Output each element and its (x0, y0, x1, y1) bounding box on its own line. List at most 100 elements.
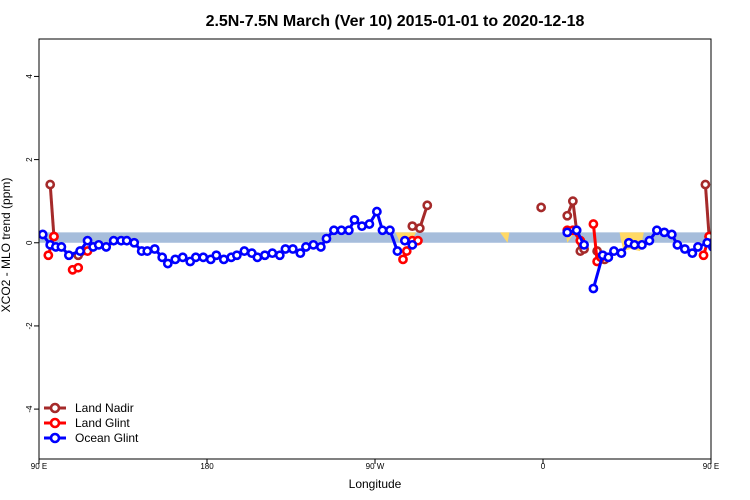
data-point (259, 250, 270, 261)
data-point (218, 254, 229, 265)
data-point (715, 252, 722, 259)
data-point (63, 250, 74, 261)
reference-band (39, 232, 711, 243)
y-tick-label: -4 (25, 405, 34, 413)
data-point (239, 246, 250, 256)
data-point (129, 237, 140, 248)
data-point (687, 248, 698, 259)
data-point (398, 254, 408, 265)
data-point (726, 264, 733, 271)
data-point (698, 250, 709, 261)
x-tick-label: 180 (200, 462, 214, 471)
data-point (149, 244, 160, 254)
data-point (142, 246, 153, 256)
data-point (336, 225, 347, 236)
data-point (321, 233, 332, 244)
series-line (726, 241, 750, 264)
data-point (301, 242, 311, 252)
data-point (364, 219, 375, 229)
data-point (672, 239, 683, 250)
data-point (274, 250, 285, 261)
data-point (722, 266, 729, 273)
data-point (700, 179, 711, 190)
data-point (157, 252, 168, 263)
data-point (629, 239, 640, 250)
data-point (93, 239, 104, 250)
legend-item: Ocean Glint (44, 431, 139, 445)
data-point (357, 221, 367, 232)
y-tick-label: 2 (25, 157, 34, 162)
chart-title: 2.5N-7.5N March (Ver 10) 2015-01-01 to 2… (206, 13, 585, 30)
data-point (571, 225, 582, 236)
data-point (579, 239, 589, 250)
data-point (190, 252, 201, 263)
data-point (349, 214, 360, 225)
data-point (75, 246, 85, 256)
data-point (743, 241, 750, 248)
legend-label: Land Nadir (75, 401, 134, 415)
data-point (603, 252, 614, 263)
data-point (651, 225, 662, 236)
data-point (177, 252, 188, 263)
legend-marker (49, 432, 61, 444)
legend-marker (49, 402, 61, 414)
y-axis-label: XCO2 - MLO trend (ppm) (0, 178, 13, 313)
data-point (211, 250, 222, 261)
y-tick-label: 0 (25, 240, 34, 245)
data-point (616, 248, 627, 259)
data-point (679, 244, 690, 254)
x-tick-label: 90 E (703, 462, 719, 471)
data-point (231, 250, 242, 261)
legend-item: Land Nadir (44, 401, 134, 415)
data-point (39, 229, 48, 240)
data-point (121, 235, 132, 246)
x-tick-label: 0 (541, 462, 546, 471)
data-point (637, 239, 647, 250)
data-point (588, 219, 599, 229)
x-tick-label: 90 W (366, 462, 385, 471)
data-point (666, 229, 677, 240)
data-point (43, 250, 54, 261)
series-line (733, 251, 737, 255)
series-line (48, 184, 56, 237)
data-point (707, 242, 711, 252)
data-point (735, 241, 742, 248)
y-tick-label: -2 (25, 322, 34, 330)
data-point (385, 225, 395, 236)
series-line (726, 268, 730, 270)
plot-content (39, 179, 750, 294)
data-point (407, 239, 418, 250)
data-point (562, 210, 573, 221)
data-point (82, 235, 93, 246)
plot-area (39, 179, 750, 294)
data-point (73, 262, 84, 273)
data-point (401, 246, 412, 256)
data-point (377, 225, 388, 236)
data-point (267, 248, 278, 259)
data-point (734, 247, 741, 254)
data-point (722, 247, 729, 254)
data-point (730, 252, 737, 259)
y-tick-label: 4 (25, 74, 34, 79)
data-point (693, 242, 703, 252)
data-point (644, 235, 655, 246)
data-point (162, 258, 173, 269)
data-point (567, 196, 578, 207)
data-point (414, 223, 425, 234)
x-tick-label: 90 E (31, 462, 47, 471)
data-point (371, 206, 382, 217)
data-point (609, 246, 619, 256)
data-point (287, 244, 298, 254)
data-point (407, 221, 418, 232)
data-point (198, 252, 209, 263)
data-point (399, 235, 410, 246)
data-point (659, 227, 670, 238)
data-point (392, 246, 403, 256)
data-point (329, 225, 339, 236)
legend-label: Land Glint (75, 416, 130, 430)
data-point (108, 235, 119, 246)
data-point (101, 242, 112, 252)
data-point (45, 179, 56, 190)
